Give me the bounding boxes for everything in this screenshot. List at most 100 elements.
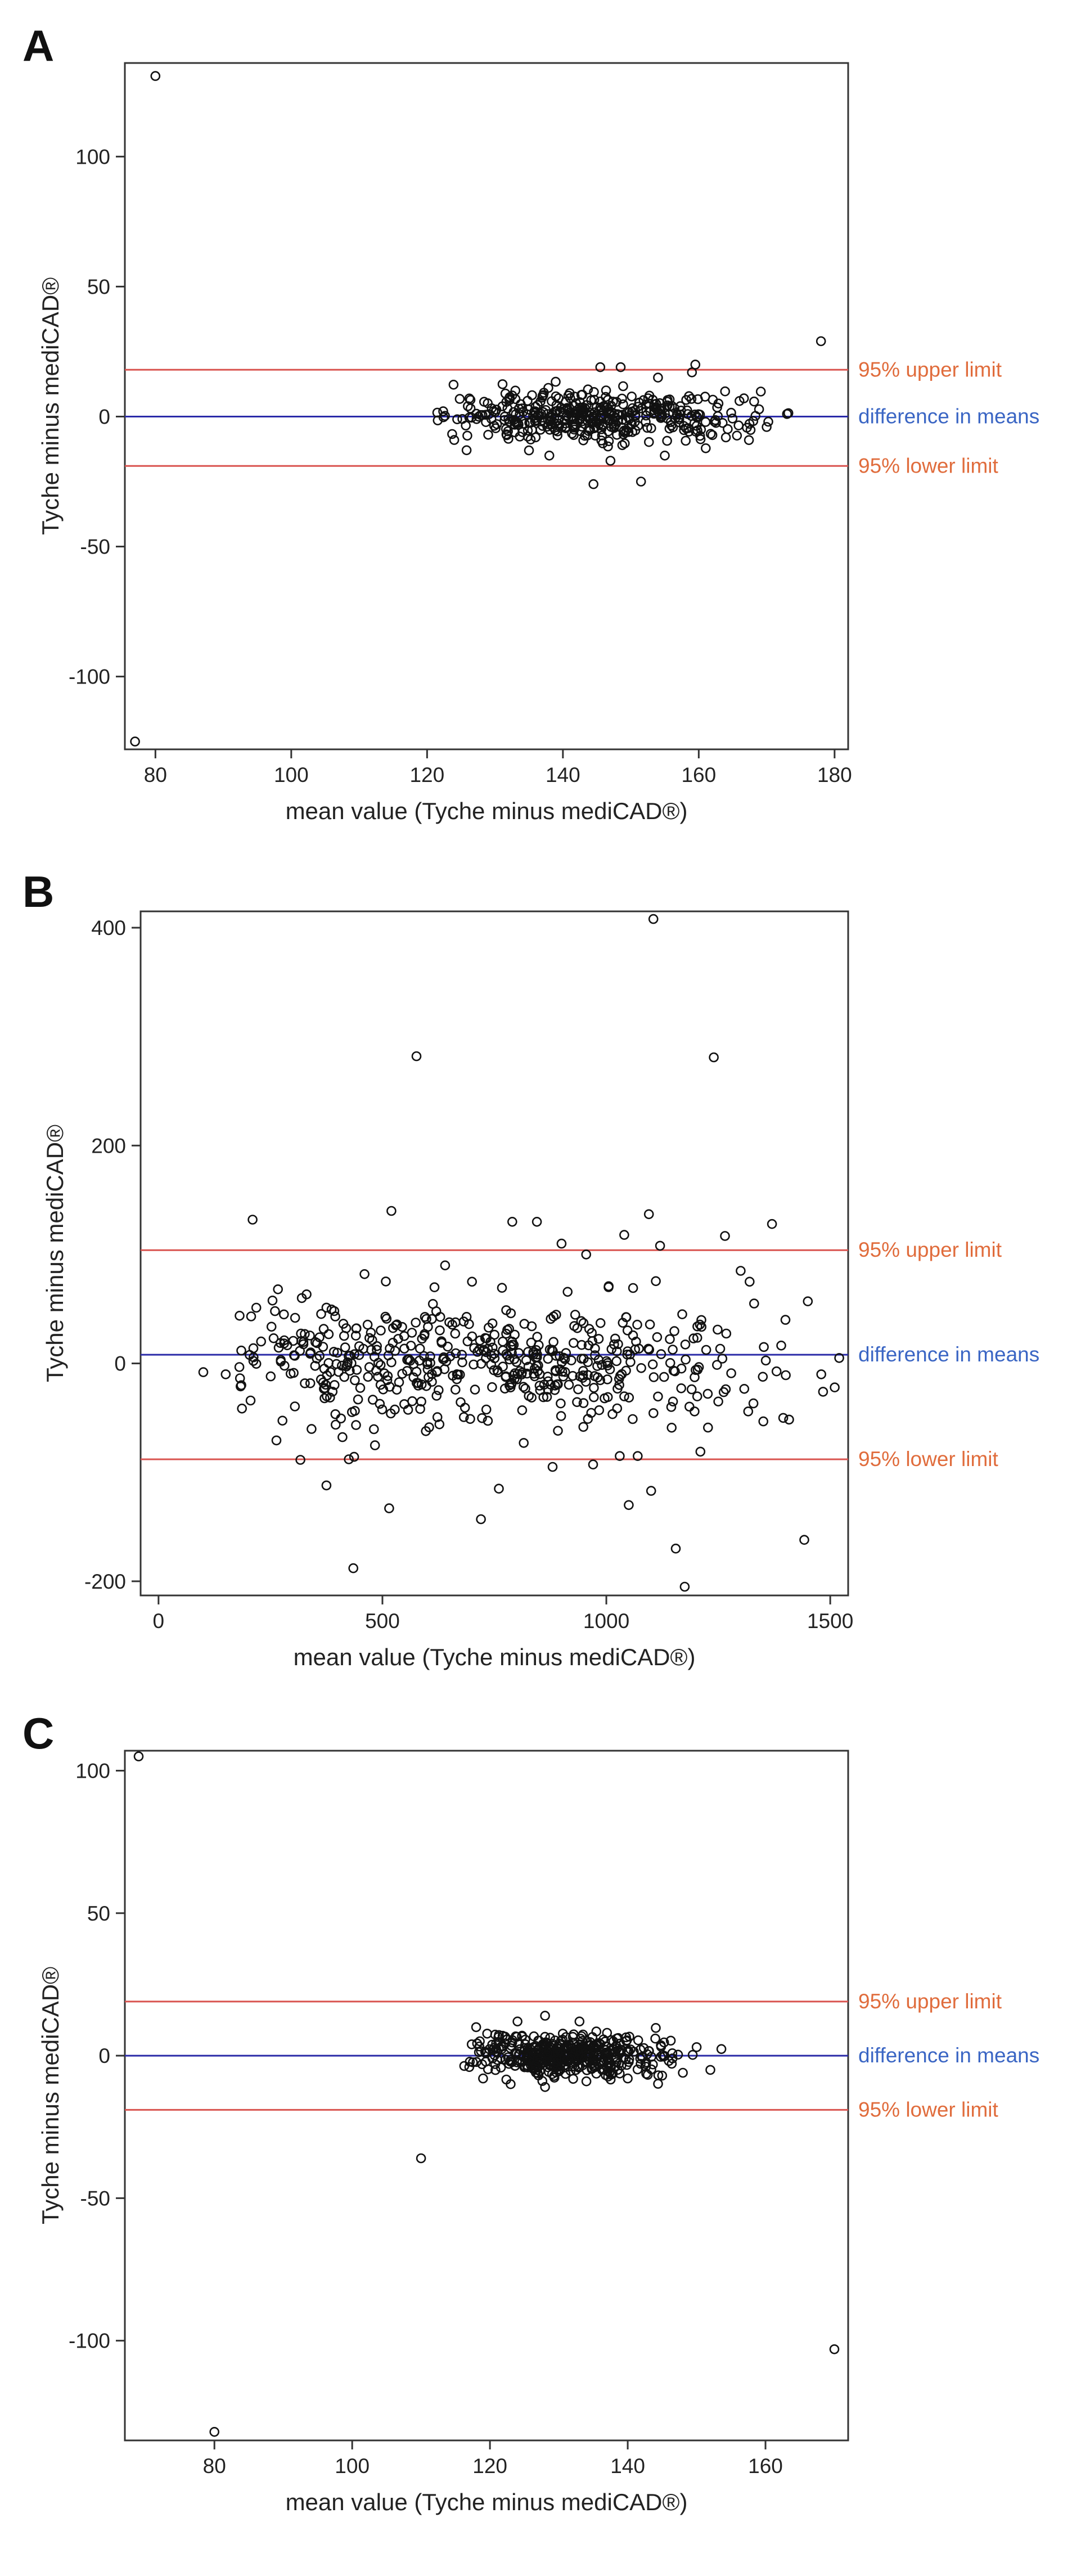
data-point [532, 1217, 542, 1227]
data-point [330, 1419, 341, 1430]
data-point [375, 1399, 385, 1409]
data-point [641, 410, 651, 421]
data-point [570, 1310, 580, 1320]
data-point [476, 1514, 486, 1525]
data-point [367, 1395, 378, 1405]
data-point [612, 430, 622, 440]
data-point [803, 1296, 813, 1306]
data-point [549, 1385, 560, 1395]
data-point [651, 403, 661, 414]
data-point [602, 2027, 612, 2038]
data-point [555, 1351, 565, 1361]
data-point [560, 1354, 570, 1364]
data-point [625, 1349, 635, 1360]
data-point [534, 1381, 545, 1391]
data-point [651, 1276, 661, 1287]
data-point [633, 420, 643, 431]
data-point [642, 422, 652, 433]
data-point [454, 394, 465, 404]
data-point [277, 1415, 288, 1426]
reference-label: 95% lower limit [858, 1447, 999, 1471]
data-point [507, 2035, 517, 2045]
data-point [459, 2061, 470, 2071]
data-point [469, 1343, 479, 1354]
data-point [735, 395, 745, 406]
y-tick-label: -50 [80, 2187, 110, 2210]
data-point [550, 1381, 560, 1391]
data-point [643, 1209, 654, 1220]
data-point [451, 1348, 461, 1359]
data-point [467, 1276, 478, 1287]
data-point [758, 1416, 768, 1427]
x-axis-title: mean value (Tyche minus mediCAD®) [294, 1644, 696, 1670]
data-point [688, 1333, 699, 1343]
data-point [681, 1354, 691, 1365]
data-point [646, 423, 656, 434]
data-point [720, 432, 731, 443]
data-point [375, 1360, 386, 1370]
data-point [614, 2058, 624, 2069]
data-point [540, 404, 551, 415]
data-point [464, 412, 475, 423]
y-tick-label: 100 [75, 1759, 110, 1782]
data-point [481, 1404, 492, 1415]
data-point [668, 1345, 678, 1355]
data-point [376, 1325, 386, 1336]
data-point [497, 1283, 507, 1293]
data-point [290, 1351, 300, 1361]
data-point [505, 2057, 516, 2067]
data-point [481, 2047, 492, 2057]
data-point [670, 1543, 681, 1554]
data-point [482, 2029, 493, 2039]
data-point [509, 1354, 520, 1364]
data-point [314, 1351, 325, 1361]
data-point [566, 2054, 576, 2065]
data-point [572, 1397, 582, 1408]
data-point [327, 1387, 338, 1397]
data-point [433, 1385, 444, 1395]
data-point [370, 1440, 380, 1450]
data-point [198, 1367, 209, 1377]
data-point [749, 1298, 759, 1309]
data-point [422, 1357, 433, 1368]
data-point [552, 430, 563, 440]
data-point [337, 1432, 348, 1442]
data-point [514, 403, 524, 414]
data-point [603, 1282, 614, 1292]
data-point [624, 407, 634, 417]
data-point [490, 2065, 501, 2075]
data-point [781, 1370, 791, 1381]
data-point [348, 1563, 359, 1574]
data-point [660, 450, 670, 461]
data-point [581, 2076, 592, 2087]
data-point [569, 2038, 579, 2049]
data-point [612, 1403, 623, 1414]
data-point [701, 443, 711, 453]
data-point [669, 403, 680, 413]
x-tick-label: 180 [817, 763, 852, 786]
data-point [562, 1287, 573, 1297]
data-point [542, 1372, 553, 1382]
data-point [544, 450, 555, 461]
data-point [621, 1365, 631, 1376]
data-point [603, 436, 614, 447]
data-point [760, 1355, 771, 1366]
data-point [386, 1357, 397, 1368]
data-point [512, 2055, 523, 2065]
data-point [425, 1351, 435, 1361]
data-point [578, 1318, 589, 1328]
y-tick-label: 0 [114, 1352, 126, 1375]
data-point [290, 1401, 300, 1411]
data-point [417, 1333, 427, 1344]
data-point [564, 1379, 574, 1390]
data-point [690, 1406, 700, 1417]
data-point [285, 1369, 296, 1379]
data-point [627, 419, 637, 430]
data-point [490, 423, 501, 434]
data-point [595, 1318, 606, 1328]
data-point [481, 417, 491, 428]
data-point [782, 409, 792, 419]
data-point [487, 1382, 497, 1392]
data-point [829, 2344, 840, 2354]
